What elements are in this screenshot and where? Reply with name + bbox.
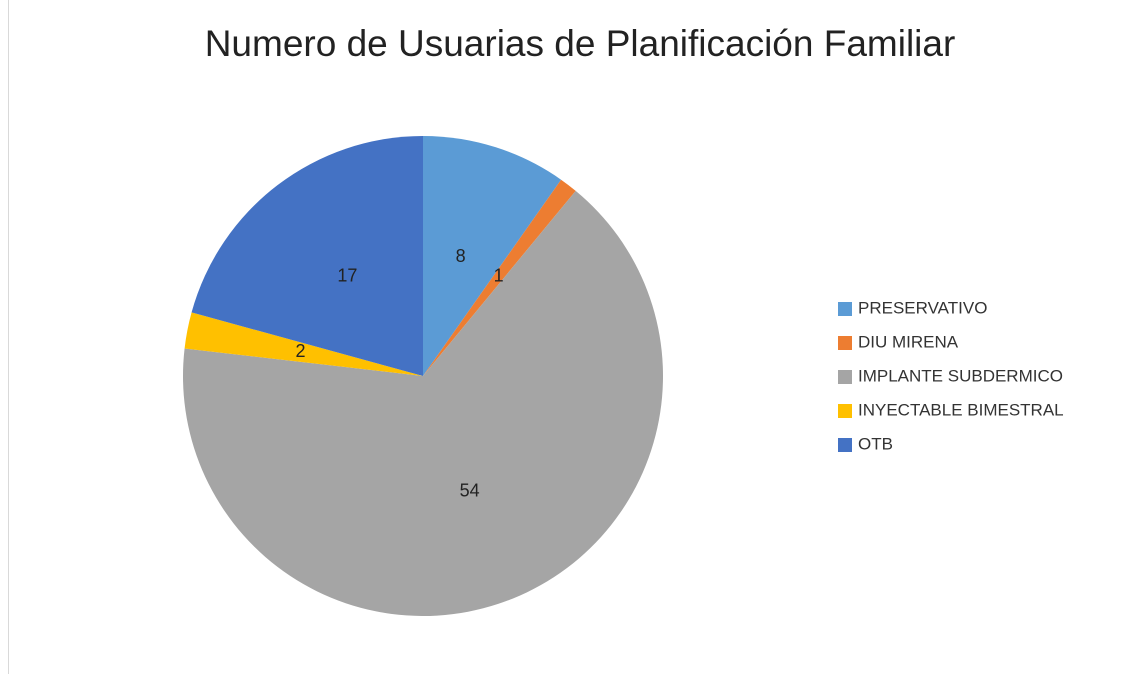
pie-slice bbox=[182, 190, 663, 616]
legend-swatch bbox=[838, 302, 852, 316]
data-label: 8 bbox=[456, 246, 466, 266]
pie-slice bbox=[423, 179, 576, 376]
data-label: 2 bbox=[295, 341, 305, 361]
data-label: 1 bbox=[494, 265, 504, 285]
pie-slice bbox=[191, 136, 423, 376]
legend-swatch bbox=[838, 404, 852, 418]
pie-slice bbox=[184, 312, 423, 376]
legend-swatch bbox=[838, 370, 852, 384]
legend-swatch bbox=[838, 438, 852, 452]
legend-swatch bbox=[838, 336, 852, 350]
legend-label: DIU MIRENA bbox=[858, 332, 959, 351]
data-label: 17 bbox=[337, 265, 357, 285]
legend-label: INYECTABLE BIMESTRAL bbox=[858, 400, 1064, 419]
legend-label: OTB bbox=[858, 434, 893, 453]
pie-slice bbox=[423, 136, 562, 376]
data-label: 54 bbox=[460, 481, 480, 501]
legend-label: PRESERVATIVO bbox=[858, 298, 987, 317]
chart-title: Numero de Usuarias de Planificación Fami… bbox=[205, 23, 956, 64]
legend-label: IMPLANTE SUBDERMICO bbox=[858, 366, 1063, 385]
